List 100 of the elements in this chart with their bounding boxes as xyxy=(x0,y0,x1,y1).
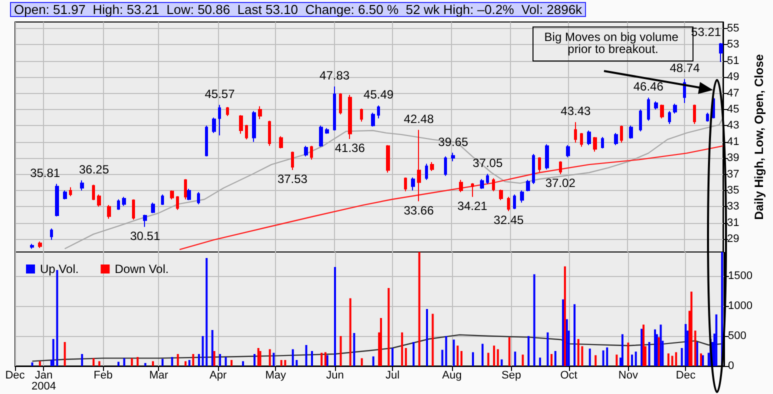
bar xyxy=(268,349,271,366)
candlestick xyxy=(566,144,570,158)
bar xyxy=(136,357,139,366)
y-tick-label: 500 xyxy=(728,330,746,342)
bar xyxy=(482,344,484,366)
x-tick-label: Oct xyxy=(560,370,578,382)
annotation: Big Moves on big volume prior to breakout. xyxy=(544,30,682,56)
candlestick xyxy=(143,214,147,228)
bar xyxy=(334,267,336,366)
bar xyxy=(694,330,696,366)
candlestick xyxy=(471,182,474,198)
bar xyxy=(550,354,553,366)
bar xyxy=(284,360,286,366)
bar xyxy=(152,361,154,366)
bar xyxy=(144,363,146,366)
annotation: 37.53 xyxy=(277,172,308,186)
bar xyxy=(654,329,656,366)
bar xyxy=(616,354,618,366)
bar xyxy=(452,340,455,366)
candlestick xyxy=(107,204,111,220)
bar xyxy=(401,332,404,366)
candlestick xyxy=(291,151,294,170)
bar xyxy=(198,354,200,366)
candlestick xyxy=(245,124,248,140)
bar xyxy=(627,342,630,366)
x-tick-label: May xyxy=(265,370,286,382)
candlestick xyxy=(30,243,34,250)
annotation: 45.49 xyxy=(364,87,394,102)
bar xyxy=(320,352,323,366)
bar xyxy=(162,358,164,366)
y-tick-label: 53 xyxy=(727,38,740,51)
bar xyxy=(230,360,233,366)
candlestick xyxy=(693,104,696,125)
annotation: 47.83 xyxy=(320,68,350,83)
x-tick-label: Jan 2004 xyxy=(32,370,56,392)
annotation: 39.65 xyxy=(438,134,469,149)
annotation: 37.02 xyxy=(545,176,576,190)
y-tick-label: 51 xyxy=(727,54,740,67)
bar xyxy=(192,354,194,366)
candlestick xyxy=(639,108,642,132)
candlestick xyxy=(239,114,243,134)
candlestick xyxy=(411,176,415,191)
bar xyxy=(684,324,687,366)
line-series xyxy=(178,145,724,250)
y-tick-label: 1000 xyxy=(728,300,752,312)
bar xyxy=(564,266,566,366)
bar xyxy=(123,358,126,366)
bar xyxy=(496,349,499,366)
bar xyxy=(460,351,462,366)
candlestick xyxy=(425,163,428,180)
bar xyxy=(533,274,536,366)
bar xyxy=(675,352,678,366)
bar xyxy=(38,361,41,366)
candlestick xyxy=(417,129,421,202)
bar xyxy=(671,356,674,366)
candlestick xyxy=(559,160,562,175)
annotation: 36.25 xyxy=(78,162,110,176)
candlestick xyxy=(377,104,380,119)
bar xyxy=(380,318,382,366)
y-tick-label: 0 xyxy=(728,360,734,372)
candlestick xyxy=(492,178,495,192)
candlestick xyxy=(593,136,597,152)
candlestick xyxy=(197,192,200,205)
bar xyxy=(340,336,342,366)
y-tick-label: 55 xyxy=(727,22,740,34)
legend-label: Down Vol. xyxy=(114,262,169,276)
candlestick xyxy=(117,198,120,210)
bar xyxy=(391,348,394,366)
bar xyxy=(81,354,84,366)
candlestick xyxy=(629,125,633,140)
candlestick xyxy=(226,106,229,116)
bar xyxy=(500,359,503,366)
candlestick xyxy=(258,106,262,120)
bar xyxy=(324,352,326,366)
annotation: 48.74 xyxy=(670,61,700,76)
y-tick-label: 47 xyxy=(727,87,740,100)
candlestick xyxy=(187,188,191,201)
annotation: 32.45 xyxy=(494,213,524,228)
annotation: 46.46 xyxy=(633,80,664,94)
candlestick xyxy=(526,179,530,192)
annotation: 34.21 xyxy=(457,198,488,213)
bar xyxy=(353,333,356,366)
candlestick xyxy=(620,125,623,144)
bar xyxy=(640,328,643,366)
bar xyxy=(211,330,214,366)
candlestick xyxy=(310,145,313,160)
x-tick-label: Sep xyxy=(502,370,522,382)
candlestick xyxy=(386,144,390,174)
candlestick xyxy=(660,104,664,119)
candlestick xyxy=(404,176,407,192)
candlestick xyxy=(151,202,155,214)
bar xyxy=(539,358,542,366)
annotation: 33.66 xyxy=(404,203,434,218)
candlestick xyxy=(132,198,135,220)
candlestick xyxy=(444,156,447,176)
y-tick-label: 31 xyxy=(727,216,740,229)
candlestick xyxy=(170,190,174,200)
bar xyxy=(631,354,634,366)
bar xyxy=(456,346,459,366)
bar xyxy=(311,351,314,366)
